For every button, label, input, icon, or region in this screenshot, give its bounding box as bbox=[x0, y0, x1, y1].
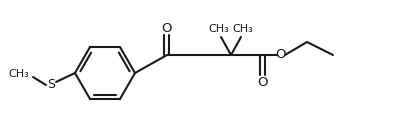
Text: S: S bbox=[47, 79, 55, 92]
Text: CH₃: CH₃ bbox=[8, 69, 29, 79]
Text: CH₃: CH₃ bbox=[209, 24, 229, 34]
Text: CH₃: CH₃ bbox=[232, 24, 253, 34]
Text: O: O bbox=[258, 75, 268, 89]
Text: O: O bbox=[276, 48, 286, 62]
Text: O: O bbox=[162, 22, 172, 35]
